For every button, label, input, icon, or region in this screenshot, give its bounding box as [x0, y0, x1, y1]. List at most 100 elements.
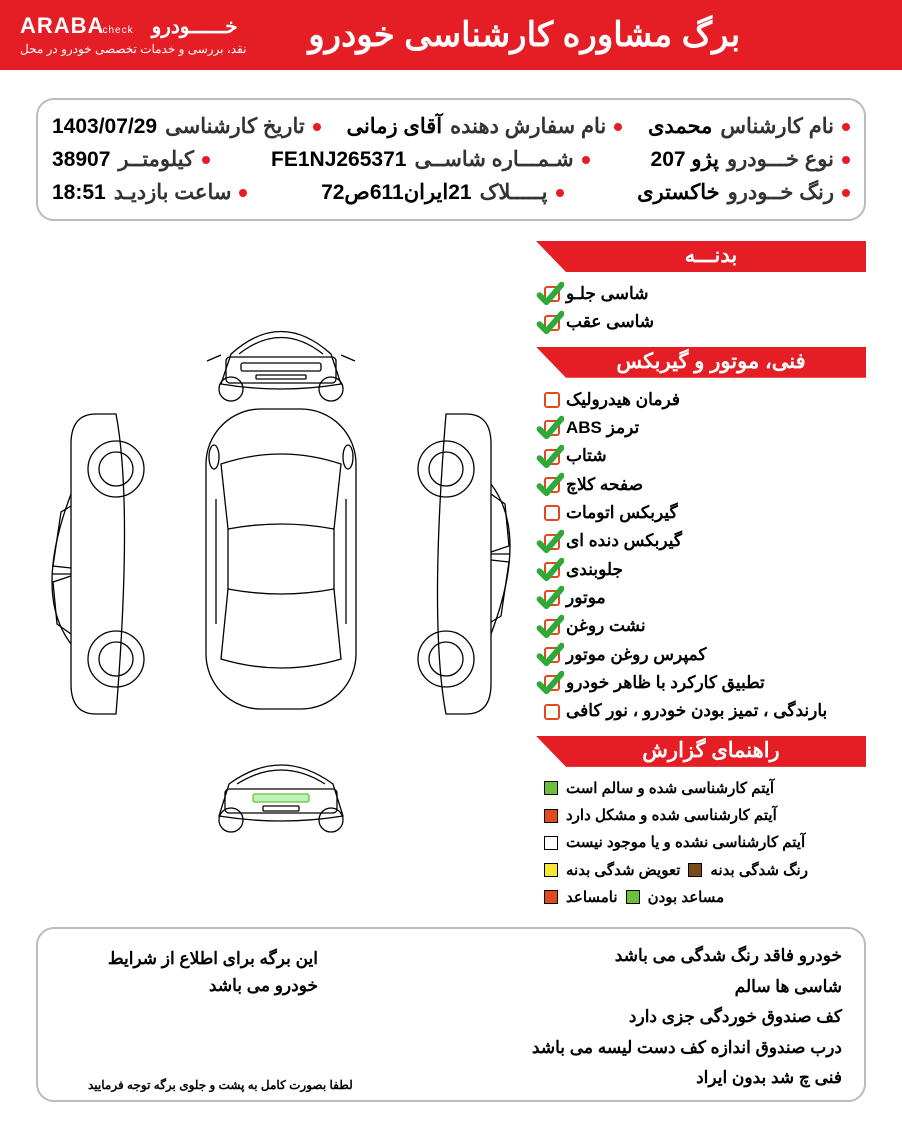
info-label: رنگ خــودرو: [728, 180, 834, 205]
bullet-icon: [842, 189, 850, 197]
check-icon: [536, 584, 564, 612]
checklist-label: جلوبندی: [566, 557, 623, 583]
info-item: نام سفارش دهنده آقای زمانی: [346, 114, 622, 139]
check-icon: [536, 641, 564, 669]
info-value: 21ایران611ص72: [321, 180, 472, 205]
legend-swatch: [626, 890, 640, 904]
checkbox-icon: [544, 449, 560, 465]
legend-row: آیتم کارشناسی شده و سالم است: [536, 775, 866, 802]
checkbox-icon: [544, 675, 560, 691]
checklist-label: نشت روغن: [566, 613, 646, 639]
checklist-item: ترمز ABS: [544, 414, 858, 442]
checklist-item: موتور: [544, 584, 858, 612]
checklist-item: نشت روغن: [544, 612, 858, 640]
main-area: بدنـــهشاسی جلـوشاسی عقبفنی، موتور و گیر…: [0, 231, 902, 921]
info-item: کیلومتــر 38907: [52, 147, 210, 172]
checklist-label: گیربکس اتومات: [566, 500, 678, 526]
brand-name-suffix: check: [102, 25, 133, 36]
info-item: نام کارشناس محمدی: [648, 114, 850, 139]
legend-label: آیتم کارشناسی شده و مشکل دارد: [566, 804, 777, 827]
legend-label: آیتم کارشناسی شده و سالم است: [566, 777, 774, 800]
info-label: نوع خـــودرو: [727, 147, 834, 172]
checklist-label: صفحه کلاچ: [566, 472, 643, 498]
checklist-item: صفحه کلاچ: [544, 471, 858, 499]
info-box: نام کارشناس محمدی نام سفارش دهنده آقای ز…: [36, 98, 866, 221]
check-icon: [536, 528, 564, 556]
top-banner: برگ مشاوره کارشناسی خودرو ARABAcheck خــ…: [0, 0, 902, 70]
info-value: خاکستری: [637, 180, 719, 205]
legend-pair: مساعد بودن: [626, 886, 725, 909]
bullet-icon: [556, 189, 564, 197]
legend-label: رنگ شدگی بدنه: [710, 859, 808, 882]
info-value: 38907: [52, 148, 110, 172]
note-line: کف صندوق خوردگی جزی دارد: [60, 1002, 842, 1033]
legend-swatch: [544, 809, 558, 823]
legend-pair: نامساعد: [544, 886, 618, 909]
brand-tagline: نقد، بررسی و خدمات تخصصی خودرو در محل: [20, 43, 246, 56]
check-icon: [536, 669, 564, 697]
checklist-item: گیربکس اتومات: [544, 499, 858, 527]
car-diagram-area: [36, 231, 526, 911]
checklist-item: کمپرس روغن موتور: [544, 641, 858, 669]
notes-left: این برگه برای اطلاع از شرایط خودرو می با…: [98, 945, 318, 999]
bullet-icon: [842, 123, 850, 131]
checkbox-icon: [544, 315, 560, 331]
checkbox-icon: [544, 619, 560, 635]
info-label: شـمـــاره شاســی: [414, 147, 573, 172]
info-label: کیلومتــر: [118, 147, 194, 172]
check-icon: [536, 414, 564, 442]
checklist-item: فرمان هیدرولیک: [544, 386, 858, 414]
legend-swatch: [544, 890, 558, 904]
info-value: محمدی: [648, 114, 712, 139]
info-item: شـمـــاره شاســی FE1NJ265371: [271, 147, 590, 172]
checklist-item: جلوبندی: [544, 556, 858, 584]
checkbox-icon: [544, 505, 560, 521]
info-value: آقای زمانی: [346, 114, 442, 139]
car-diagram: [41, 289, 521, 854]
info-label: نام سفارش دهنده: [450, 114, 606, 139]
check-icon: [536, 471, 564, 499]
checkbox-icon: [544, 562, 560, 578]
checklist-item: تطبیق کارکرد با ظاهر خودرو: [544, 669, 858, 697]
brand-name-en: ARABA: [20, 13, 104, 38]
info-label: پـــــلاک: [480, 180, 548, 205]
legend-row: آیتم کارشناسی شده و مشکل دارد: [536, 802, 866, 829]
info-value: پژو 207: [651, 147, 719, 172]
checklist-label: گیربکس دنده ای: [566, 528, 682, 554]
checklist-label: شاسی جلـو: [566, 281, 648, 307]
checklist-label: شاسی عقب: [566, 309, 654, 335]
legend-swatch: [544, 781, 558, 795]
checkbox-icon: [544, 534, 560, 550]
info-item: تاریخ کارشناسی 1403/07/29: [52, 114, 321, 139]
check-icon: [536, 280, 564, 308]
bullet-icon: [614, 123, 622, 131]
checkbox-icon: [544, 647, 560, 663]
legend-swatch: [544, 863, 558, 877]
checklist-item: بارندگی ، تمیز بودن خودرو ، نور کافی: [544, 697, 858, 725]
checklist-label: بارندگی ، تمیز بودن خودرو ، نور کافی: [566, 698, 827, 724]
bullet-icon: [842, 156, 850, 164]
legend-row: مساعد بودن نامساعد: [536, 884, 866, 911]
checkbox-icon: [544, 477, 560, 493]
legend-label: نامساعد: [566, 886, 618, 909]
checkbox-icon: [544, 704, 560, 720]
info-label: ساعت بازدیـد: [114, 180, 232, 205]
info-value: 18:51: [52, 181, 106, 205]
checkbox-icon: [544, 286, 560, 302]
info-value: 1403/07/29: [52, 115, 157, 139]
info-row: نام کارشناس محمدی نام سفارش دهنده آقای ز…: [52, 110, 850, 143]
page-title: برگ مشاوره کارشناسی خودرو: [246, 15, 882, 55]
notes-box: خودرو فاقد رنگ شدگی می باشدشاسی ها سالمک…: [36, 927, 866, 1102]
legend-label: مساعد بودن: [648, 886, 725, 909]
info-item: پـــــلاک 21ایران611ص72: [321, 180, 563, 205]
bullet-icon: [313, 123, 321, 131]
bullet-icon: [202, 156, 210, 164]
check-icon: [536, 556, 564, 584]
legend-label: تعویض شدگی بدنه: [566, 859, 680, 882]
legend-row: رنگ شدگی بدنه تعویض شدگی بدنه: [536, 857, 866, 884]
checklist-item: شتاب: [544, 442, 858, 470]
checklist-label: شتاب: [566, 443, 607, 469]
check-icon: [536, 613, 564, 641]
info-item: ساعت بازدیـد 18:51: [52, 180, 247, 205]
checkbox-icon: [544, 590, 560, 606]
